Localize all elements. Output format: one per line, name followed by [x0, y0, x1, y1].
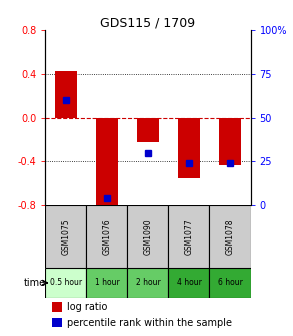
Text: GSM1077: GSM1077 [185, 218, 193, 255]
Bar [127, 268, 168, 298]
Text: 6 hour: 6 hour [218, 278, 242, 287]
Bar [54, 71, 77, 118]
Bar [137, 118, 159, 142]
Bar [209, 268, 251, 298]
Bar [209, 205, 251, 268]
Text: 2 hour: 2 hour [136, 278, 160, 287]
Bar [86, 205, 127, 268]
Text: log ratio: log ratio [67, 302, 107, 312]
Text: percentile rank within the sample: percentile rank within the sample [67, 318, 232, 328]
Bar [219, 118, 241, 165]
Bar [96, 118, 118, 207]
Text: GSM1090: GSM1090 [144, 218, 152, 255]
Bar [168, 205, 209, 268]
Text: GSM1076: GSM1076 [103, 218, 111, 255]
Bar [52, 318, 62, 327]
Text: 0.5 hour: 0.5 hour [50, 278, 82, 287]
Bar [45, 268, 86, 298]
Text: 4 hour: 4 hour [177, 278, 201, 287]
Bar [45, 205, 86, 268]
Text: GSM1078: GSM1078 [226, 218, 234, 255]
Title: GDS115 / 1709: GDS115 / 1709 [100, 16, 195, 29]
Bar [52, 302, 62, 312]
Bar [178, 118, 200, 178]
Bar [86, 268, 127, 298]
Bar [127, 205, 168, 268]
Text: GSM1075: GSM1075 [62, 218, 70, 255]
Text: time: time [23, 278, 45, 288]
Text: 1 hour: 1 hour [95, 278, 119, 287]
Bar [168, 268, 209, 298]
